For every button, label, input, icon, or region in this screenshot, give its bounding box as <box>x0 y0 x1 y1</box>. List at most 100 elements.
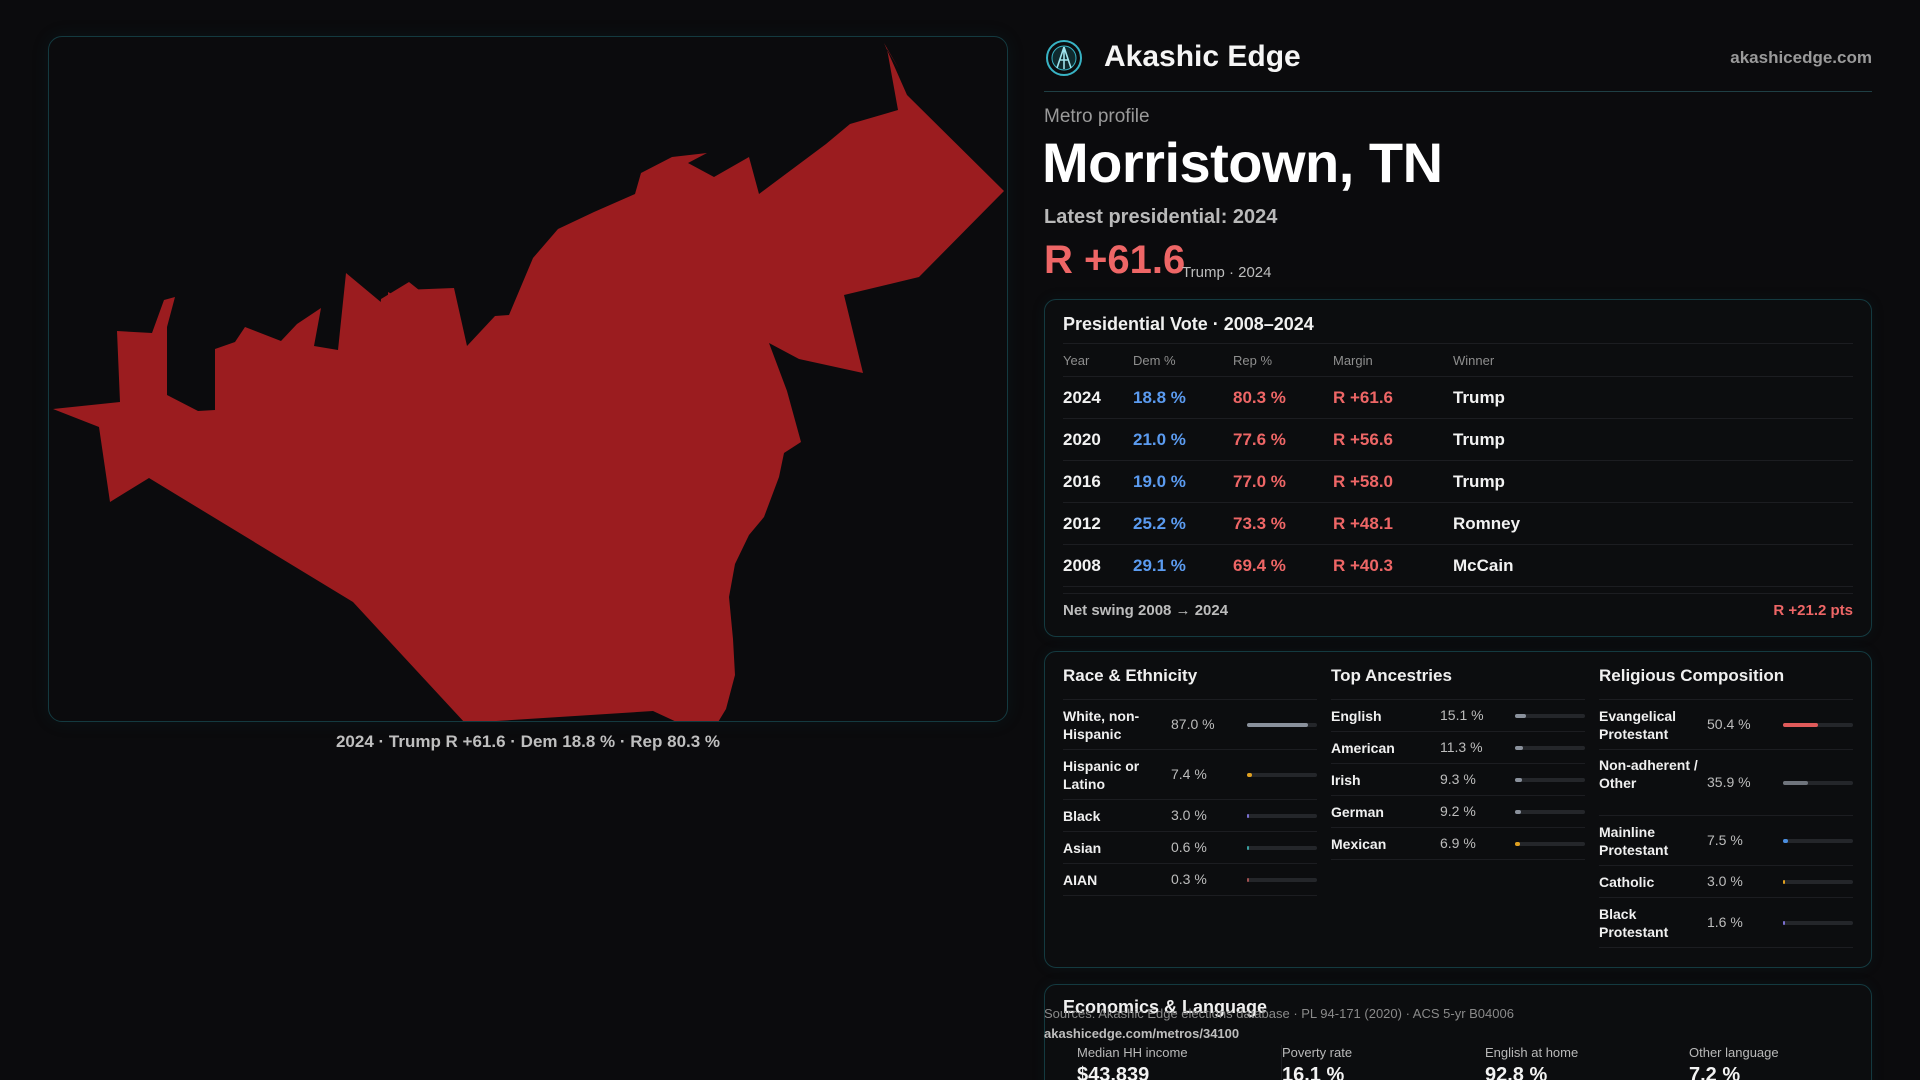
item-bar-track <box>1515 842 1585 846</box>
latest-presidential-label: Latest presidential: 2024 <box>1044 206 1278 228</box>
econ-stat-value: 16.1 % <box>1282 1064 1345 1080</box>
row-year: 2008 <box>1063 544 1133 587</box>
row-winner: Romney <box>1453 502 1853 545</box>
table-row[interactable]: 2008 29.1 % 69.4 % R +40.3 McCain <box>1063 544 1853 587</box>
row-margin: R +58.0 <box>1333 460 1453 503</box>
list-item: Black 3.0 % <box>1063 800 1317 832</box>
site-link[interactable]: akashicedge.com <box>1730 48 1872 67</box>
row-rep: 77.0 % <box>1233 460 1333 503</box>
item-label: Black Protestant <box>1599 906 1669 940</box>
item-bar-fill <box>1783 839 1788 843</box>
item-label: English <box>1331 708 1382 724</box>
item-bar-fill <box>1247 723 1308 727</box>
race-ethnicity-section: Race & Ethnicity White, non-Hispanic 87.0… <box>1063 666 1317 896</box>
item-label: Irish <box>1331 772 1361 788</box>
list-item: English 15.1 % <box>1331 700 1585 732</box>
table-row[interactable]: 2012 25.2 % 73.3 % R +48.1 Romney <box>1063 502 1853 545</box>
profile-kicker: Metro profile <box>1044 106 1150 127</box>
metro-map-panel[interactable] <box>48 36 1008 722</box>
app-header: Akashic Edge akashicedge.com <box>1044 36 1872 92</box>
item-value: 6.9 % <box>1440 835 1476 851</box>
sources-url[interactable]: akashicedge.com/metros/34100 <box>1044 1026 1240 1041</box>
row-year: 2020 <box>1063 418 1133 461</box>
col-year: Year <box>1063 343 1133 377</box>
row-margin: R +56.6 <box>1333 418 1453 461</box>
table-row[interactable]: 2020 21.0 % 77.6 % R +56.6 Trump <box>1063 418 1853 461</box>
religious-composition-section: Religious Composition Evangelical Protes… <box>1599 666 1853 948</box>
item-bar-fill <box>1247 773 1252 777</box>
item-label: White, non-Hispanic <box>1063 708 1140 742</box>
item-bar-track <box>1783 723 1853 727</box>
econ-stat-label: Poverty rate <box>1282 1045 1353 1060</box>
item-value: 15.1 % <box>1440 707 1484 723</box>
net-swing: Net swing 2008 → 2024 R +21.2 pts <box>1063 593 1853 620</box>
item-bar-track <box>1515 714 1585 718</box>
item-value: 7.5 % <box>1707 832 1743 848</box>
item-bar-fill <box>1515 746 1523 750</box>
list-item: Asian 0.6 % <box>1063 832 1317 864</box>
item-bar-fill <box>1783 723 1818 727</box>
item-bar-track <box>1515 746 1585 750</box>
econ-stat: Poverty rate 16.1 % <box>1281 1045 1481 1080</box>
list-item: Mainline Protestant 7.5 % <box>1599 816 1853 866</box>
item-value: 0.6 % <box>1171 839 1207 855</box>
item-label: Mainline Protestant <box>1599 824 1669 858</box>
row-dem: 21.0 % <box>1133 418 1233 461</box>
item-bar-track <box>1515 778 1585 782</box>
item-bar-track <box>1783 921 1853 925</box>
item-bar-track <box>1783 880 1853 884</box>
item-value: 87.0 % <box>1171 716 1215 732</box>
col-dem: Dem % <box>1133 343 1233 377</box>
item-value: 1.6 % <box>1707 914 1743 930</box>
row-margin: R +61.6 <box>1333 376 1453 419</box>
econ-stat-value: 7.2 % <box>1689 1064 1741 1080</box>
row-dem: 18.8 % <box>1133 376 1233 419</box>
col-winner: Winner <box>1453 343 1853 377</box>
row-winner: McCain <box>1453 544 1853 587</box>
col-margin: Margin <box>1333 343 1453 377</box>
econ-stat: Other language 7.2 % <box>1689 1045 1889 1080</box>
item-bar-track <box>1515 810 1585 814</box>
vote-table: Year Dem % Rep % Margin Winner 2024 18.8… <box>1063 343 1853 587</box>
row-margin: R +40.3 <box>1333 544 1453 587</box>
metro-map <box>53 43 1004 722</box>
item-label: Asian <box>1063 840 1102 856</box>
list-item: Hispanic or Latino 7.4 % <box>1063 750 1317 800</box>
row-year: 2016 <box>1063 460 1133 503</box>
sources-note: Sources: Akashic Edge elections database… <box>1044 1006 1514 1021</box>
item-label: Evangelical Protestant <box>1599 708 1677 742</box>
list-item: AIAN 0.3 % <box>1063 864 1317 896</box>
item-label: American <box>1331 740 1395 756</box>
item-bar-fill <box>1515 714 1526 718</box>
item-label: Black <box>1063 808 1101 824</box>
demographics-card: Race & Ethnicity White, non-Hispanic 87.0… <box>1044 651 1872 968</box>
item-label: Mexican <box>1331 836 1387 852</box>
row-margin: R +48.1 <box>1333 502 1453 545</box>
list-item: Black Protestant 1.6 % <box>1599 898 1853 948</box>
row-winner: Trump <box>1453 460 1853 503</box>
list-item: Catholic 3.0 % <box>1599 866 1853 898</box>
econ-stat: Median HH income $43,839 <box>1077 1045 1277 1080</box>
list-item: Non-adherent / Other 35.9 % <box>1599 750 1853 816</box>
col-rep: Rep % <box>1233 343 1333 377</box>
item-value: 3.0 % <box>1707 873 1743 889</box>
akashic-edge-logo-icon[interactable] <box>1044 38 1084 78</box>
metro-boundary-shape[interactable] <box>53 43 1004 722</box>
table-row[interactable]: 2016 19.0 % 77.0 % R +58.0 Trump <box>1063 460 1853 503</box>
app-title[interactable]: Akashic Edge <box>1104 40 1301 73</box>
item-bar-fill <box>1247 846 1249 850</box>
econ-stat-value: $43,839 <box>1077 1064 1150 1080</box>
item-label: AIAN <box>1063 872 1098 888</box>
item-bar-fill <box>1783 921 1785 925</box>
row-dem: 29.1 % <box>1133 544 1233 587</box>
table-row[interactable]: 2024 18.8 % 80.3 % R +61.6 Trump <box>1063 376 1853 419</box>
row-rep: 80.3 % <box>1233 376 1333 419</box>
vote-card-title: Presidential Vote · 2008–2024 <box>1063 314 1314 334</box>
item-value: 50.4 % <box>1707 716 1751 732</box>
row-winner: Trump <box>1453 418 1853 461</box>
econ-stat-value: 92.8 % <box>1485 1064 1548 1080</box>
race-ethnicity-title: Race & Ethnicity <box>1063 666 1317 700</box>
econ-stat-label: Median HH income <box>1077 1045 1188 1060</box>
item-value: 0.3 % <box>1171 871 1207 887</box>
item-label: Hispanic or Latino <box>1063 758 1140 792</box>
